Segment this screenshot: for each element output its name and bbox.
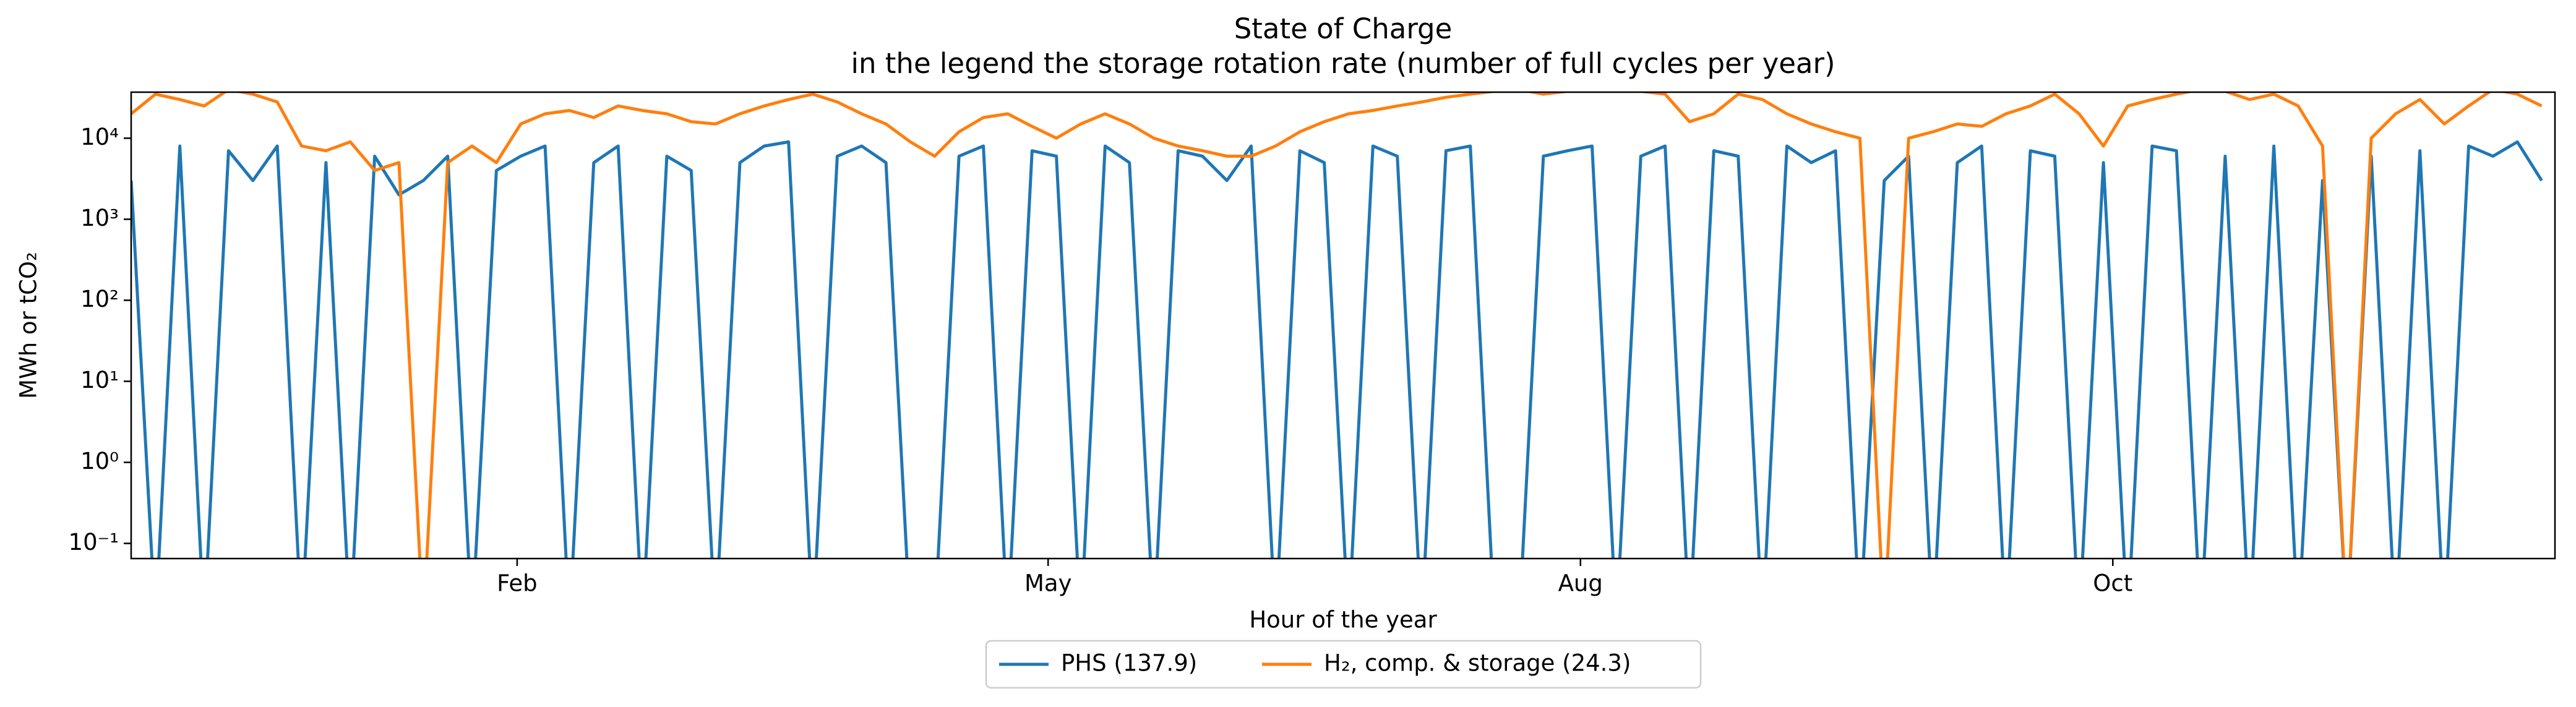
y-tick-label: 10⁻¹ [69,529,119,555]
x-tick-label: May [1024,570,1072,597]
legend-box [985,640,1702,689]
y-tick-label: 10⁰ [80,448,119,474]
y-axis-label: MWh or tCO₂ [15,252,42,399]
y-tick-label: 10² [80,286,119,312]
y-tick-label: 10³ [80,205,119,231]
x-tick-label: Feb [497,570,538,597]
series-line [131,140,2543,559]
series-line [131,92,2543,559]
axes-frame [130,91,2556,560]
x-axis-label: Hour of the year [1249,607,1437,633]
legend-label: PHS (137.9) [1061,650,1197,677]
y-tick-label: 10⁴ [80,124,119,150]
x-tick-label: Aug [1558,570,1603,597]
chart-subtitle: in the legend the storage rotation rate … [851,47,1835,80]
y-tick-label: 10¹ [80,367,119,393]
x-tick-label: Oct [2093,570,2132,597]
chart-title: State of Charge [1234,12,1453,45]
plot-area [131,92,2543,559]
legend-label: H₂, comp. & storage (24.3) [1324,650,1631,677]
